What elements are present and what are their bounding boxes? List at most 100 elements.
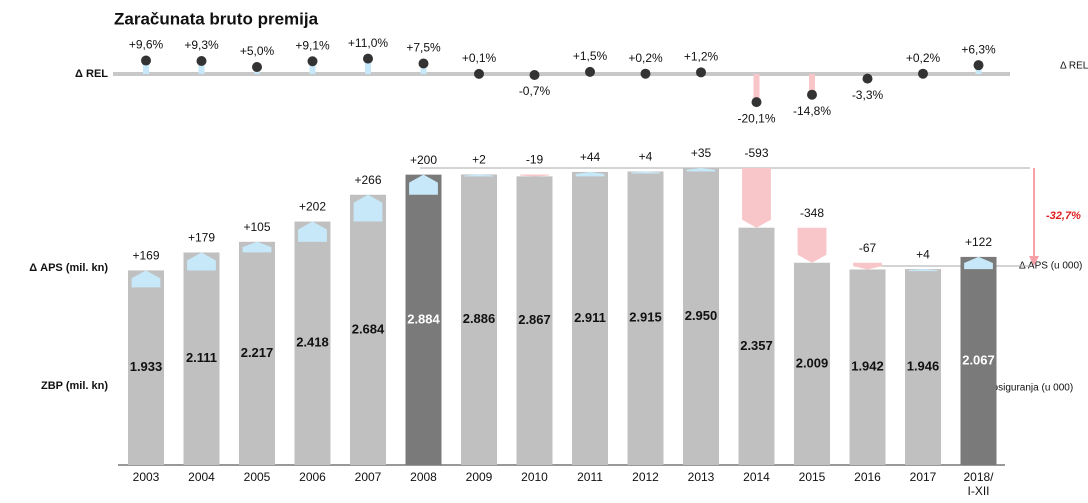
bar: [405, 174, 442, 465]
delta-arrow: [131, 270, 161, 288]
rel-bar: [753, 74, 760, 103]
bar: [905, 269, 941, 465]
rel-label: +9,3%: [184, 38, 219, 52]
delta-arrow: [520, 174, 549, 177]
x-tick-label: 2006: [299, 470, 326, 484]
delta-arrow: [575, 171, 605, 177]
value-label: 2.884: [407, 311, 440, 326]
bar: [294, 221, 331, 465]
rel-dot: [418, 58, 429, 69]
delta-label: +266: [354, 173, 381, 187]
row-label: Δ APS (mil. kn): [29, 262, 108, 274]
rel-label: +5,0%: [240, 44, 275, 58]
x-tick-label: 2009: [466, 470, 493, 484]
rel-dot: [973, 60, 984, 71]
rel-dot: [307, 56, 318, 67]
rel-label: +0,2%: [906, 51, 941, 65]
value-label: 2.950: [685, 308, 718, 323]
x-tick-label: 2018/: [963, 470, 994, 484]
bar: [794, 262, 830, 465]
x-tick-label: 2016: [854, 470, 881, 484]
rel-dot: [862, 73, 873, 84]
delta-label: +179: [188, 231, 215, 245]
delta-arrow: [631, 171, 660, 174]
rel-dot: [529, 69, 540, 80]
bar: [572, 171, 608, 465]
bar: [849, 269, 886, 465]
delta-label: +105: [243, 220, 270, 234]
delta-label: +122: [965, 235, 992, 249]
delta-arrow: [464, 174, 494, 177]
delta-arrow: [353, 194, 383, 222]
bar: [350, 194, 386, 465]
delta-label: +35: [691, 146, 712, 160]
rel-bar: [143, 60, 149, 74]
x-tick-label: 2014: [743, 470, 770, 484]
x-tick-label: 2007: [355, 470, 382, 484]
chart-title: Zaračunata bruto premija: [114, 9, 319, 28]
rel-bar: [198, 60, 205, 74]
rel-label: +1,2%: [684, 49, 719, 63]
value-label: 2.067: [962, 352, 995, 367]
rel-label: +1,5%: [573, 49, 608, 63]
rel-label: +0,2%: [628, 51, 663, 65]
delta-label: +44: [580, 150, 601, 164]
delta-arrow: [298, 221, 327, 242]
value-label: 2.009: [796, 355, 829, 370]
delta-label: +202: [299, 200, 326, 214]
rel-label: -14,8%: [793, 104, 831, 118]
rel-label: -20,1%: [737, 111, 775, 125]
right-label: Broj osiguranja (u 000): [972, 383, 1073, 394]
row-label: Δ REL: [75, 68, 108, 80]
rel-label: -3,3%: [852, 88, 884, 102]
delta-arrow: [908, 269, 938, 272]
rel-dot: [363, 53, 373, 64]
delta-arrow: [187, 252, 216, 271]
delta-label: +200: [410, 153, 437, 167]
x-tick-label: 2015: [799, 470, 826, 484]
bar: [738, 227, 775, 465]
delta-label: +4: [916, 247, 930, 261]
rel-label: +11,0%: [348, 36, 388, 50]
x-tick-label: 2013: [688, 470, 715, 484]
rel-bar: [309, 61, 316, 74]
x-tick-label: 2011: [577, 470, 603, 484]
rel-dot: [918, 68, 928, 79]
rel-dot: [141, 55, 151, 66]
rel-bar: [365, 58, 371, 74]
rel-dot: [474, 68, 484, 79]
rel-bar: [420, 63, 427, 74]
x-tick-label: I-XII: [967, 484, 989, 498]
rel-dot: [807, 89, 817, 100]
rel-label: -0,7%: [519, 84, 551, 98]
x-tick-label: 2017: [910, 470, 937, 484]
value-label: 1.933: [130, 359, 163, 374]
value-label: 1.946: [907, 358, 940, 373]
value-label: 2.684: [352, 321, 385, 336]
x-tick-label: 2003: [133, 470, 160, 484]
delta-arrow: [686, 168, 716, 172]
x-tick-label: 2008: [410, 470, 437, 484]
ref-arrow-head: [1029, 256, 1039, 266]
bar: [128, 270, 164, 465]
delta-arrow: [242, 241, 272, 253]
delta-arrow: [797, 227, 827, 263]
value-label: 2.915: [629, 310, 662, 325]
delta-label: +169: [132, 249, 159, 263]
bar: [239, 241, 275, 465]
right-label: Δ APS (u 000): [1019, 261, 1082, 272]
annotation: -32,7%: [1046, 210, 1081, 222]
x-tick-label: 2010: [521, 470, 548, 484]
rel-label: +7,5%: [406, 41, 441, 55]
rel-dot: [196, 55, 207, 66]
bar: [627, 171, 664, 465]
value-label: 2.886: [463, 311, 496, 326]
bar: [960, 256, 997, 465]
rel-label: +0,1%: [462, 51, 497, 65]
delta-label: -19: [526, 153, 544, 167]
rel-label: +9,6%: [129, 38, 164, 52]
bar: [683, 168, 719, 465]
delta-label: +4: [639, 150, 653, 164]
delta-arrow: [742, 168, 771, 228]
delta-arrow: [853, 262, 882, 270]
